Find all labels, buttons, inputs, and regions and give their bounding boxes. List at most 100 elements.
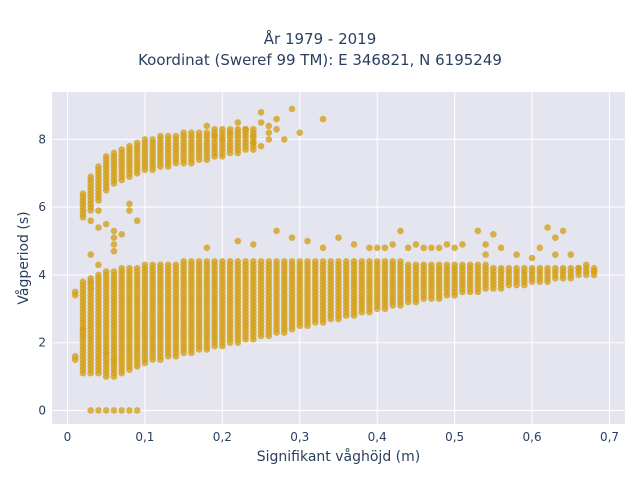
chart-subtitle: Koordinat (Sweref 99 TM): E 346821, N 61… [138,51,502,69]
data-point [474,261,482,269]
data-point [149,261,156,269]
data-point [575,264,582,272]
data-point [71,291,79,299]
data-point [71,356,79,363]
data-point [102,407,110,414]
data-point [95,407,102,414]
data-point [102,349,110,357]
data-point [234,258,242,265]
data-point [257,119,265,126]
data-point [149,136,156,143]
data-point [319,258,327,265]
data-point [219,136,226,143]
data-point [188,258,195,265]
data-point [435,261,443,269]
data-points [71,105,598,414]
data-point [102,268,110,275]
data-point [87,285,95,292]
data-point [133,217,141,225]
data-point [428,261,435,269]
data-point [420,261,427,269]
data-point [490,230,497,238]
data-point [327,258,335,265]
data-point [505,264,513,272]
data-point [110,247,118,255]
data-point [366,244,373,252]
data-point [590,268,598,275]
data-point [211,132,218,140]
data-point [95,207,102,214]
data-point [110,227,118,235]
data-point [265,258,273,265]
data-point [358,258,366,265]
x-tick-label: 0,6 [523,430,542,444]
data-point [350,241,358,248]
data-point [513,264,520,272]
data-point [118,230,125,238]
data-point [219,125,226,133]
data-point [296,129,304,136]
data-point [443,241,451,248]
data-point [273,258,280,265]
data-point [342,258,350,265]
data-point [226,258,234,265]
data-point [544,264,551,272]
data-point [126,264,133,272]
data-point [157,261,164,269]
data-point [304,258,311,265]
data-point [559,264,567,272]
data-point [257,142,265,150]
x-axis-ticks: 0 0,1 0,2 0,3 0,4 0,5 0,6 0,7 [64,430,619,444]
data-point [552,234,559,241]
data-point [141,136,149,143]
data-point [118,264,125,272]
data-point [110,241,118,248]
data-point [95,261,102,269]
x-tick-label: 0,3 [290,430,309,444]
data-point [265,122,273,130]
data-point [172,132,180,140]
data-point [219,258,226,265]
data-point [304,237,311,245]
data-point [582,261,590,269]
data-point [133,264,141,272]
data-point [118,146,125,153]
data-point [110,234,118,241]
data-point [280,136,288,143]
data-point [95,271,102,279]
data-point [552,251,559,258]
data-point [474,227,482,235]
data-point [435,244,443,252]
data-point [87,251,95,258]
data-point [443,261,451,269]
data-point [451,244,458,252]
data-point [497,244,505,252]
data-point [188,129,195,136]
y-axis-ticks: 0 2 4 6 8 [38,132,46,417]
data-point [366,258,373,265]
data-point [250,125,257,133]
data-point [203,244,211,252]
data-point [273,227,280,235]
data-point [126,142,133,150]
data-point [311,258,319,265]
data-point [133,407,141,414]
data-point [273,115,280,123]
data-point [559,227,567,235]
data-point [102,220,110,228]
data-point [288,234,296,241]
data-point [389,241,397,248]
data-point [95,163,102,170]
data-point [482,261,489,269]
data-point [389,258,397,265]
data-point [273,125,280,133]
data-point [79,214,87,221]
data-point [482,251,489,258]
x-tick-label: 0 [64,430,72,444]
data-point [265,136,273,143]
data-point [404,261,412,269]
data-point [110,268,118,275]
x-tick-label: 0,2 [213,430,232,444]
data-point [513,251,520,258]
